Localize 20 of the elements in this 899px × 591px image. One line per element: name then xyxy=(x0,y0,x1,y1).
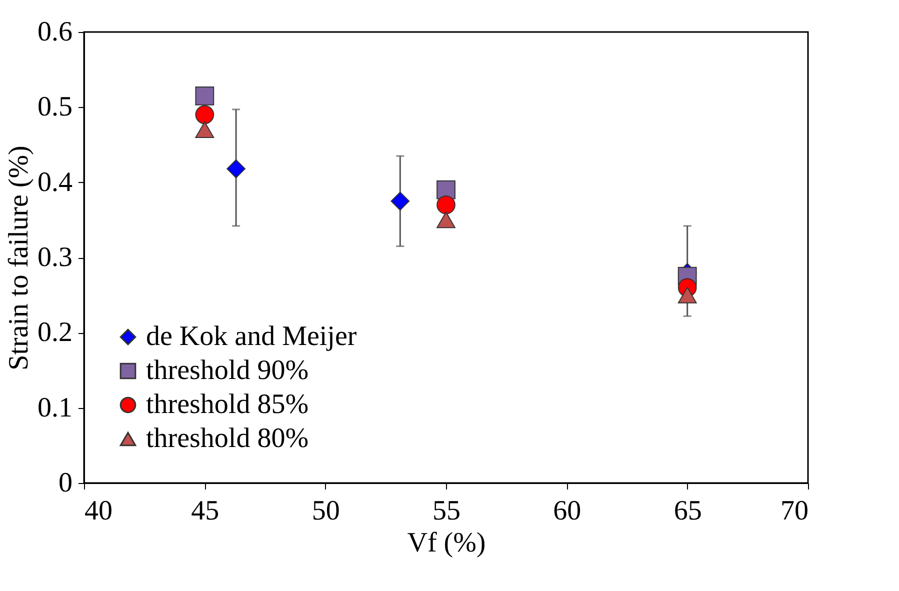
y-tick-label: 0.1 xyxy=(38,392,72,424)
y-tick-label: 0.6 xyxy=(38,16,72,48)
legend-label: de Kok and Meijer xyxy=(146,321,358,352)
y-tick-label: 0.4 xyxy=(38,166,72,198)
y-tick-label: 0.5 xyxy=(38,92,72,123)
y-axis-title: Strain to failure (%) xyxy=(4,146,34,370)
x-tick-label: 70 xyxy=(780,496,808,526)
x-tick-label: 45 xyxy=(191,496,220,526)
x-tick-label: 50 xyxy=(312,496,340,526)
legend-label: threshold 80% xyxy=(146,423,309,454)
x-axis-title: Vf (%) xyxy=(407,528,486,558)
y-tick-label: 0 xyxy=(58,468,72,498)
y-tick-label: 0.2 xyxy=(38,317,72,348)
x-tick-label: 65 xyxy=(674,496,702,526)
x-tick-label: 60 xyxy=(553,496,582,526)
x-tick-label: 40 xyxy=(84,496,112,526)
y-tick-label: 0.3 xyxy=(38,242,72,273)
x-tick-label: 55 xyxy=(432,496,460,526)
legend-label: threshold 85% xyxy=(146,389,309,420)
legend-label: threshold 90% xyxy=(146,355,309,386)
